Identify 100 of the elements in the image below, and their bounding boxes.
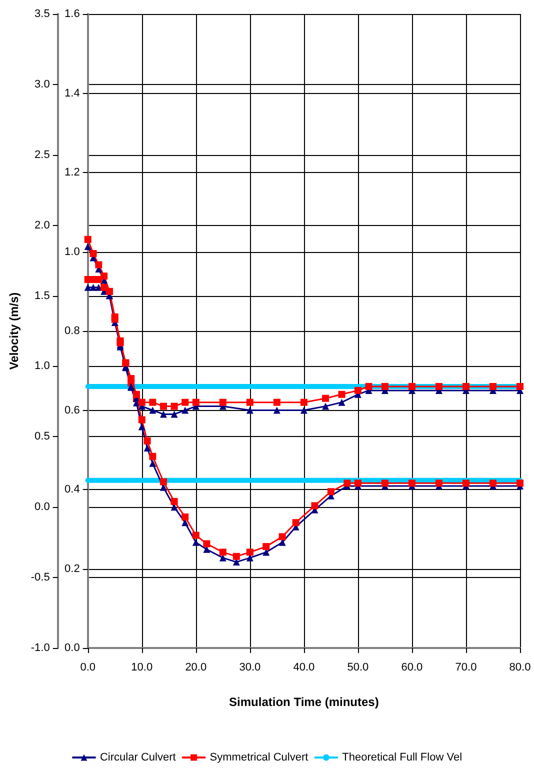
- point: [246, 406, 254, 414]
- point: [322, 394, 330, 402]
- x-tick-label: 80.0: [509, 662, 531, 674]
- point: [489, 382, 496, 390]
- y-tick-label: 3.5: [34, 8, 50, 20]
- y2-tick-label: 0.0: [64, 642, 80, 654]
- point: [203, 540, 210, 548]
- point: [381, 480, 388, 487]
- y-tick-label: 2.5: [34, 148, 50, 161]
- point: [84, 284, 92, 291]
- point: [149, 460, 156, 467]
- x-tick-label: 10.0: [131, 662, 153, 674]
- x-tick-label: 60.0: [401, 662, 423, 674]
- point: [160, 402, 167, 410]
- x-tick-label: 20.0: [185, 662, 207, 674]
- point: [462, 382, 470, 390]
- y2-tick-label: 0.2: [64, 562, 80, 575]
- y-tick-label: -0.5: [30, 572, 50, 584]
- point: [300, 406, 308, 414]
- point: [408, 382, 416, 390]
- point: [182, 398, 189, 406]
- x-axis-title: Simulation Time (minutes): [229, 695, 379, 709]
- point: [138, 416, 146, 424]
- point: [300, 398, 308, 406]
- point: [338, 398, 346, 406]
- legend-label: Symmetrical Culvert: [210, 752, 308, 764]
- y-tick-label: -1.0: [30, 642, 50, 654]
- point: [354, 386, 362, 394]
- point: [160, 410, 167, 418]
- point: [516, 480, 524, 487]
- y-tick-label: 2.0: [34, 219, 50, 232]
- point: [149, 452, 156, 460]
- point: [262, 543, 270, 550]
- y-tick-label: 3.0: [34, 78, 50, 90]
- point: [327, 488, 334, 496]
- point: [219, 398, 226, 406]
- point: [100, 284, 108, 291]
- point: [435, 480, 442, 487]
- point: [246, 398, 254, 406]
- point: [489, 480, 496, 487]
- point: [132, 390, 140, 398]
- y-axis-title: Velocity (m/s): [7, 292, 21, 370]
- point: [160, 478, 167, 486]
- point: [90, 250, 97, 258]
- y-tick-label: 0.0: [34, 501, 50, 514]
- point: [182, 406, 189, 414]
- y-tick-label: 0.5: [34, 430, 50, 443]
- point: [381, 382, 388, 390]
- point: [408, 480, 416, 487]
- point: [273, 398, 280, 406]
- point: [292, 519, 300, 526]
- y-tick-label: 1.0: [34, 360, 50, 372]
- point: [246, 548, 254, 556]
- point: [149, 398, 156, 406]
- point: [170, 410, 178, 418]
- y2-tick-label: 1.4: [64, 87, 80, 100]
- y2-tick-label: 0.8: [64, 325, 80, 337]
- point: [170, 498, 178, 505]
- legend-label: Circular Culvert: [100, 752, 176, 764]
- point: [365, 382, 372, 390]
- point: [273, 406, 280, 414]
- point: [344, 480, 351, 487]
- point: [462, 480, 470, 487]
- point: [354, 480, 362, 487]
- point: [138, 398, 146, 406]
- x-tick-label: 0.0: [80, 662, 96, 674]
- point: [90, 284, 97, 291]
- point: [170, 504, 178, 511]
- y2-tick-label: 1.6: [64, 8, 80, 20]
- point: [311, 502, 318, 510]
- point: [192, 532, 200, 539]
- point: [144, 444, 151, 452]
- point: [144, 437, 151, 444]
- point: [84, 236, 92, 243]
- x-tick-label: 70.0: [455, 662, 477, 674]
- point: [232, 558, 240, 566]
- point: [322, 402, 330, 410]
- point: [192, 538, 200, 546]
- x-tick-label: 50.0: [347, 662, 369, 674]
- point: [95, 261, 102, 268]
- point: [182, 513, 189, 520]
- point: [338, 390, 346, 398]
- point: [516, 382, 524, 390]
- point: [95, 284, 102, 291]
- y2-tick-label: 1.0: [64, 246, 80, 258]
- point: [170, 402, 178, 410]
- y-tick-label: 1.5: [34, 290, 50, 302]
- y2-tick-label: 1.2: [64, 166, 80, 178]
- point: [278, 533, 286, 540]
- y2-tick-label: 0.6: [64, 404, 80, 416]
- x-tick-label: 30.0: [239, 662, 261, 674]
- legend-label: Theoretical Full Flow Vel: [342, 752, 462, 764]
- point: [182, 519, 189, 526]
- point: [232, 552, 240, 560]
- point: [192, 398, 200, 406]
- x-tick-label: 40.0: [293, 662, 315, 674]
- point: [219, 548, 226, 556]
- point: [138, 423, 146, 430]
- point: [84, 242, 92, 250]
- point: [149, 406, 156, 414]
